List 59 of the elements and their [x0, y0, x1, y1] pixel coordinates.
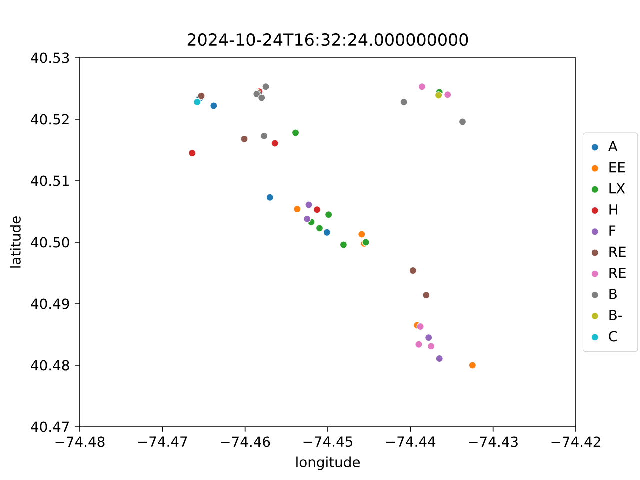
point: [323, 228, 332, 237]
x-tick-label: −74.42: [552, 436, 600, 448]
point: [422, 292, 430, 300]
point: [194, 98, 202, 106]
x-tick-label: −74.44: [386, 436, 436, 447]
legend-label: F: [610, 226, 616, 236]
point: [409, 266, 418, 275]
point: [262, 83, 270, 91]
point: [294, 205, 302, 214]
legend-label: RE: [610, 246, 626, 257]
point: [400, 98, 408, 106]
x-tick-label: −74.45: [304, 436, 352, 448]
point: [340, 241, 348, 249]
point: [292, 129, 300, 137]
point: [418, 83, 426, 91]
legend-label: A: [608, 141, 618, 152]
point: [436, 354, 444, 363]
point: [210, 102, 218, 110]
x-tick-label: −74.48: [56, 436, 105, 448]
point: [434, 92, 443, 100]
y-axis-title: latitude: [10, 216, 21, 268]
point: [303, 215, 312, 223]
x-tick-label: −74.43: [469, 436, 518, 448]
legend-label: EE: [610, 162, 626, 173]
legend-label: H: [610, 204, 618, 215]
x-axis-title: longitude: [296, 456, 360, 470]
point: [416, 322, 424, 331]
point: [188, 149, 196, 158]
point: [316, 224, 324, 232]
y-tick-label: 40.47: [31, 422, 70, 432]
legend-label: RE: [610, 268, 626, 278]
point: [258, 94, 266, 102]
point: [425, 334, 433, 342]
chart-title: 2024-10-24T16:32:24.000000000: [188, 34, 468, 46]
point: [305, 201, 313, 209]
point: [458, 118, 467, 126]
x-tick-label: −74.47: [138, 436, 188, 447]
y-tick-label: 40.52: [31, 114, 69, 125]
y-tick-label: 40.51: [31, 176, 69, 186]
point: [260, 132, 268, 140]
point: [415, 340, 423, 348]
y-tick-label: 40.49: [31, 298, 70, 310]
y-tick-label: 40.50: [31, 237, 70, 248]
y-tick-label: 40.53: [31, 52, 70, 64]
y-tick-label: 40.48: [31, 360, 70, 371]
legend-label: B: [610, 289, 617, 300]
legend-label: B-: [610, 310, 622, 320]
point: [271, 140, 279, 148]
point: [313, 206, 322, 214]
x-tick-label: −74.46: [221, 436, 270, 448]
point: [427, 342, 436, 350]
point: [324, 210, 333, 219]
point: [266, 194, 274, 202]
legend-label: LX: [610, 184, 626, 194]
point: [444, 91, 452, 99]
legend-label: C: [609, 331, 618, 342]
point: [240, 135, 248, 144]
point: [358, 230, 366, 238]
point: [468, 362, 477, 370]
